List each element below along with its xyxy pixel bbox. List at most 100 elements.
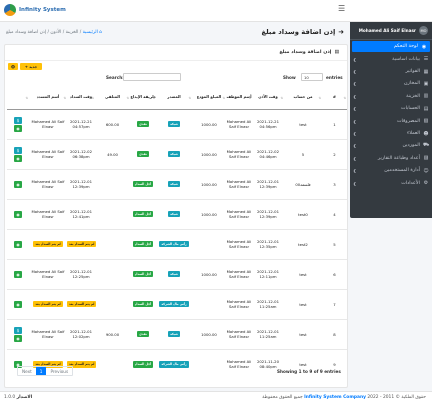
- cell-time: 2021-12-01 11:25am: [252, 288, 284, 319]
- table-row[interactable]: ◉ Mohamed Ali Saif Elnasr 2021-12-01 12:25…: [7, 258, 347, 289]
- expenses-icon: ▧: [423, 118, 429, 125]
- user-panel[interactable]: Mohamed Ali Saif Elnasr MO: [350, 22, 432, 40]
- status-badge: رأس مال الشركة: [159, 361, 189, 368]
- sidebar-item-7[interactable]: ❮ العملاء ☻: [350, 127, 432, 139]
- cell-from: test: [284, 348, 322, 379]
- table-row[interactable]: ◉ لم يتم السداد بعد لم يتم السداد بعد أجل ا…: [7, 348, 347, 379]
- cell-payer: Mohamed Ali Saif Elnasr: [29, 258, 67, 289]
- sort-icon[interactable]: ⇅: [343, 95, 346, 100]
- column-header[interactable]: من حساب ⇅: [284, 85, 322, 110]
- company-link[interactable]: Infinity System Company: [304, 395, 366, 400]
- sidebar-item-4[interactable]: ❮ الخزينة ▥: [350, 90, 432, 102]
- cell-n: 8: [322, 318, 347, 349]
- sidebar-item-row: الحسابات ▤: [401, 106, 429, 112]
- brand-name: Infinity System: [19, 7, 66, 13]
- column-header[interactable]: وقت الأذن ⇅: [252, 85, 284, 110]
- view-button[interactable]: ◉: [14, 180, 22, 188]
- sidebar-item-10[interactable]: ❮ أدارة المستخدمين ☺: [350, 165, 432, 177]
- sort-icon[interactable]: ⇅: [188, 95, 191, 100]
- sort-icon[interactable]: ⇅: [63, 95, 66, 100]
- eye-icon: ◉: [16, 301, 20, 307]
- table-row[interactable]: $ ◉ Mohamed Ali Saif Elnasr 2021-12-02 06:3…: [7, 138, 347, 169]
- sidebar-item-label: بيانات اساسية: [392, 56, 420, 62]
- view-button[interactable]: ◉: [14, 300, 22, 308]
- database-icon: ☰: [423, 56, 429, 63]
- table-row[interactable]: ◉ لم يتم السداد بعد لم يتم السداد بعد أجل ا…: [7, 288, 347, 319]
- view-button[interactable]: ◉: [14, 240, 22, 248]
- sort-icon[interactable]: ⇅: [222, 95, 225, 100]
- cell-n: 2: [322, 138, 347, 169]
- cell-amount: 1000.00: [192, 258, 226, 289]
- brand[interactable]: Infinity System: [4, 4, 66, 16]
- column-header[interactable]: وقت السداد ⇅: [67, 85, 95, 110]
- view-button[interactable]: ◉: [14, 210, 22, 218]
- column-header[interactable]: المبلغ المودع ⇅: [192, 85, 226, 110]
- sidebar-item-5[interactable]: ❮ الحسابات ▤: [350, 103, 432, 115]
- sidebar-item-label: العملاء: [407, 131, 420, 137]
- table-row[interactable]: $ ◉ Mohamed Ali Saif Elnasr 2021-12-21 04:5…: [7, 108, 347, 139]
- sort-icon[interactable]: ⇅: [91, 95, 94, 100]
- sidebar-item-3[interactable]: ❮ المخازن ▣: [350, 78, 432, 90]
- view-button[interactable]: ◉: [14, 270, 22, 278]
- cell-payer: Mohamed Ali Saif Elnasr: [29, 108, 67, 139]
- actions-cell: $ ◉: [7, 318, 29, 349]
- sidebar-item-8[interactable]: ❮ الموردين ⛟: [350, 140, 432, 152]
- cell-emp: Mohamed Ali Saif Elnasr: [226, 198, 252, 229]
- cell-receiver: [95, 198, 130, 229]
- sort-icon[interactable]: ⇅: [280, 95, 283, 100]
- pay-button[interactable]: $: [14, 326, 22, 334]
- search-input[interactable]: [123, 73, 181, 81]
- hamburger-icon[interactable]: ☰: [338, 4, 346, 13]
- view-button[interactable]: ◉: [14, 154, 22, 162]
- new-button[interactable]: + جديد: [20, 63, 42, 70]
- pay-button[interactable]: $: [14, 146, 22, 154]
- dollar-icon: $: [16, 327, 20, 333]
- table-row[interactable]: ◉ Mohamed Ali Saif Elnasr 2021-12-01 12:39…: [7, 168, 347, 199]
- cell-from: test2: [284, 228, 322, 259]
- sidebar-item-0[interactable]: لوحة التحكم ◉: [352, 41, 430, 52]
- column-header[interactable]: المصدر ⇅: [156, 85, 192, 110]
- column-header[interactable]: ⇅: [7, 85, 29, 110]
- column-header[interactable]: أسم المسدد ⇅: [29, 85, 67, 110]
- sidebar-item-6[interactable]: ❮ المصروفات ▧: [350, 115, 432, 127]
- sort-icon[interactable]: ⇅: [152, 95, 155, 100]
- previous-page-button[interactable]: Previous: [50, 368, 69, 374]
- sidebar-item-9[interactable]: ❮ أعداد وطباعة التقارير ▨: [350, 152, 432, 164]
- sidebar-item-2[interactable]: ❮ الفواتير ▦: [350, 65, 432, 77]
- view-button[interactable]: ◉: [14, 334, 22, 342]
- page-size-select[interactable]: 10: [301, 73, 323, 81]
- sort-icon[interactable]: ⇅: [126, 95, 129, 100]
- view-button[interactable]: 👁: [8, 63, 18, 70]
- cell-paytime: 2021-12-02 06:38pm: [67, 138, 95, 169]
- table-header-row: ⇅ أسم المسدد ⇅ وقت السداد ⇅ المتلقي ⇅ طريقة الإ…: [7, 85, 347, 110]
- cell-method: نقدي: [130, 138, 156, 169]
- table-row[interactable]: $ ◉ Mohamed Ali Saif Elnasr 2021-12-01 12:0…: [7, 318, 347, 349]
- column-header[interactable]: # ⇅: [322, 85, 347, 110]
- sidebar-item-11[interactable]: ❮ الأعدادات ⚙: [350, 177, 432, 189]
- page-1-button[interactable]: 1: [35, 367, 47, 375]
- breadcrumb-item-permits[interactable]: الأذون: [50, 30, 62, 35]
- breadcrumb-home-label: الرئيسية: [82, 30, 98, 35]
- cell-amount: [192, 228, 226, 259]
- cell-source: شبكة: [156, 138, 192, 169]
- view-button[interactable]: ◉: [14, 124, 22, 132]
- breadcrumb-item-treasury[interactable]: الخزينة: [65, 30, 79, 35]
- next-page-button[interactable]: Next: [22, 368, 32, 374]
- table-row[interactable]: ◉ Mohamed Ali Saif Elnasr 2021-12-01 12:41…: [7, 198, 347, 229]
- column-header[interactable]: المتلقي ⇅: [95, 85, 130, 110]
- breadcrumb-home[interactable]: ⌂ الرئيسية: [83, 30, 102, 35]
- sort-icon[interactable]: ⇅: [248, 95, 251, 100]
- cell-time: 2021-12-01 11:25am: [252, 318, 284, 349]
- cell-n: 1: [322, 108, 347, 139]
- cell-time: 2021-12-01 12:35pm: [252, 228, 284, 259]
- sort-icon[interactable]: ⇅: [25, 95, 28, 100]
- permits-table: ⇅ أسم المسدد ⇅ وقت السداد ⇅ المتلقي ⇅ طريقة الإ…: [7, 85, 347, 379]
- pay-button[interactable]: $: [14, 116, 22, 124]
- table-row[interactable]: ◉ لم يتم السداد بعد لم يتم السداد بعد أجل ا…: [7, 228, 347, 259]
- view-button[interactable]: ◉: [14, 360, 22, 368]
- sidebar-item-1[interactable]: ❮ بيانات اساسية ☰: [350, 53, 432, 65]
- column-header[interactable]: أسم الموظف ⇅: [226, 85, 252, 110]
- chevron-left-icon: ❮: [353, 180, 357, 186]
- sort-icon[interactable]: ⇅: [318, 95, 321, 100]
- column-header[interactable]: طريقة الإيداع ⇅: [130, 85, 156, 110]
